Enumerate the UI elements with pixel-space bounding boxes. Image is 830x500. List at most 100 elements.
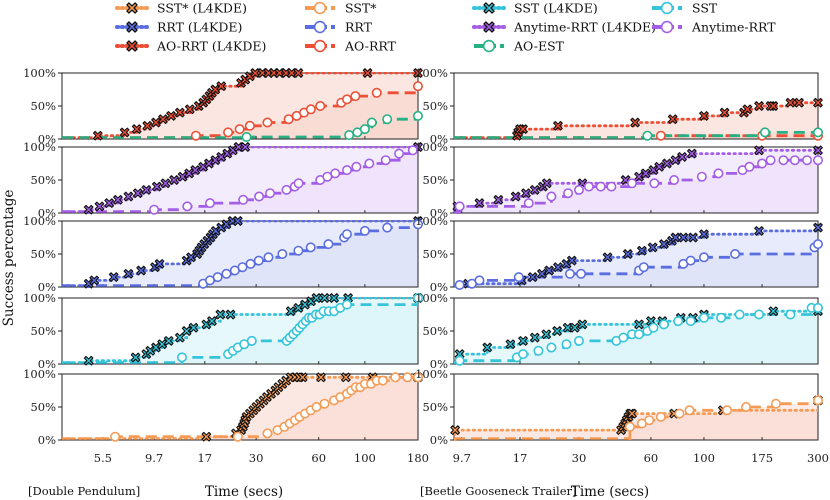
x-axis-label-right: Time (secs) bbox=[571, 484, 649, 500]
data-point bbox=[770, 398, 781, 409]
legend-item-rrt-l4kde: RRT (L4KDE) bbox=[115, 20, 242, 35]
legend-swatch-marker bbox=[126, 2, 138, 14]
data-point bbox=[765, 155, 776, 166]
data-point bbox=[382, 222, 393, 233]
data-point bbox=[812, 239, 823, 250]
legend-label: AO-RRT bbox=[344, 39, 397, 54]
data-point bbox=[92, 130, 103, 141]
data-point bbox=[684, 405, 695, 416]
y-tick-label: 0% bbox=[38, 132, 56, 146]
data-point bbox=[123, 191, 134, 202]
data-point bbox=[698, 312, 709, 323]
data-point bbox=[655, 130, 666, 141]
data-point bbox=[513, 272, 524, 283]
data-point bbox=[362, 68, 373, 78]
legend-label: Anytime-RRT (L4KDE) bbox=[513, 20, 656, 35]
data-point bbox=[315, 101, 326, 112]
series-markers-ao-rrt bbox=[190, 81, 423, 141]
y-tick-label: 100% bbox=[23, 367, 56, 381]
data-point bbox=[563, 188, 574, 199]
data-point bbox=[699, 229, 709, 240]
data-point bbox=[262, 428, 273, 439]
data-point bbox=[151, 342, 161, 353]
data-point bbox=[136, 265, 146, 276]
y-tick-label: 0% bbox=[38, 280, 56, 294]
data-point bbox=[450, 425, 460, 435]
data-point bbox=[250, 68, 261, 78]
series-markers-sst bbox=[624, 395, 823, 432]
data-point bbox=[412, 110, 423, 121]
data-point bbox=[662, 158, 672, 169]
data-point bbox=[241, 132, 252, 143]
data-point bbox=[293, 178, 304, 189]
data-point bbox=[730, 249, 741, 260]
data-point bbox=[216, 81, 227, 92]
data-point bbox=[175, 107, 185, 118]
data-point bbox=[234, 124, 245, 135]
data-point bbox=[123, 268, 134, 279]
data-point bbox=[154, 259, 165, 269]
series-fill-sst bbox=[115, 377, 418, 440]
data-point bbox=[564, 268, 575, 279]
data-point bbox=[293, 303, 304, 313]
panel-left-ao-rrt: 0% 50% 100% bbox=[23, 66, 423, 146]
legend-label: RRT bbox=[345, 20, 373, 35]
data-point bbox=[812, 127, 823, 138]
data-point bbox=[813, 97, 823, 108]
y-axis-label: Success percentage bbox=[1, 190, 17, 327]
series-markers-ao-est bbox=[241, 110, 423, 143]
data-point bbox=[647, 242, 658, 253]
series-fill-rrt-l4kde bbox=[88, 221, 418, 287]
y-tick-label: 50% bbox=[30, 173, 56, 187]
legend-item-anytime-rrt: Anytime-RRT bbox=[652, 20, 776, 35]
data-point bbox=[246, 335, 257, 346]
data-point bbox=[232, 431, 243, 442]
data-point bbox=[785, 97, 796, 108]
data-point bbox=[493, 194, 504, 205]
data-point bbox=[113, 194, 123, 205]
data-point bbox=[533, 345, 544, 356]
data-point bbox=[166, 111, 176, 121]
data-point bbox=[344, 130, 355, 141]
legend-item-ao-rrt-l4kde: AO-RRT (L4KDE) bbox=[115, 39, 266, 54]
data-point bbox=[253, 255, 264, 266]
data-point bbox=[169, 175, 179, 185]
data-point bbox=[283, 114, 294, 125]
y-tick-label: 50% bbox=[422, 173, 448, 187]
y-tick-label: 0% bbox=[430, 132, 448, 146]
data-point bbox=[658, 319, 669, 330]
y-tick-label: 0% bbox=[430, 206, 448, 220]
data-point bbox=[713, 168, 724, 179]
data-point bbox=[151, 117, 161, 128]
data-point bbox=[232, 216, 243, 226]
data-point bbox=[188, 322, 199, 333]
data-point bbox=[561, 339, 572, 350]
data-point bbox=[104, 198, 115, 208]
x-tick-label: 180 bbox=[407, 451, 429, 465]
data-point bbox=[244, 120, 255, 131]
data-point bbox=[402, 372, 413, 383]
data-point bbox=[667, 114, 678, 125]
data-point bbox=[474, 198, 485, 208]
y-tick-label: 100% bbox=[415, 214, 448, 228]
data-point bbox=[237, 262, 248, 273]
y-tick-label: 50% bbox=[422, 324, 448, 338]
data-point bbox=[734, 309, 745, 320]
y-tick-label: 50% bbox=[422, 400, 448, 414]
data-point bbox=[412, 292, 423, 303]
data-point bbox=[677, 152, 687, 162]
series-fill-rrt bbox=[459, 244, 818, 287]
data-point bbox=[204, 158, 214, 169]
data-point bbox=[648, 322, 659, 333]
data-point bbox=[377, 375, 388, 386]
y-tick-label: 100% bbox=[23, 66, 56, 80]
y-tick-label: 100% bbox=[415, 367, 448, 381]
data-point bbox=[552, 326, 562, 336]
data-point bbox=[184, 168, 195, 179]
data-point bbox=[293, 245, 304, 256]
legend-label: AO-RRT (L4KDE) bbox=[156, 39, 266, 54]
panel-left-sst: 0% 50% 100% bbox=[23, 367, 423, 447]
data-point bbox=[94, 201, 105, 212]
data-point bbox=[281, 184, 292, 195]
